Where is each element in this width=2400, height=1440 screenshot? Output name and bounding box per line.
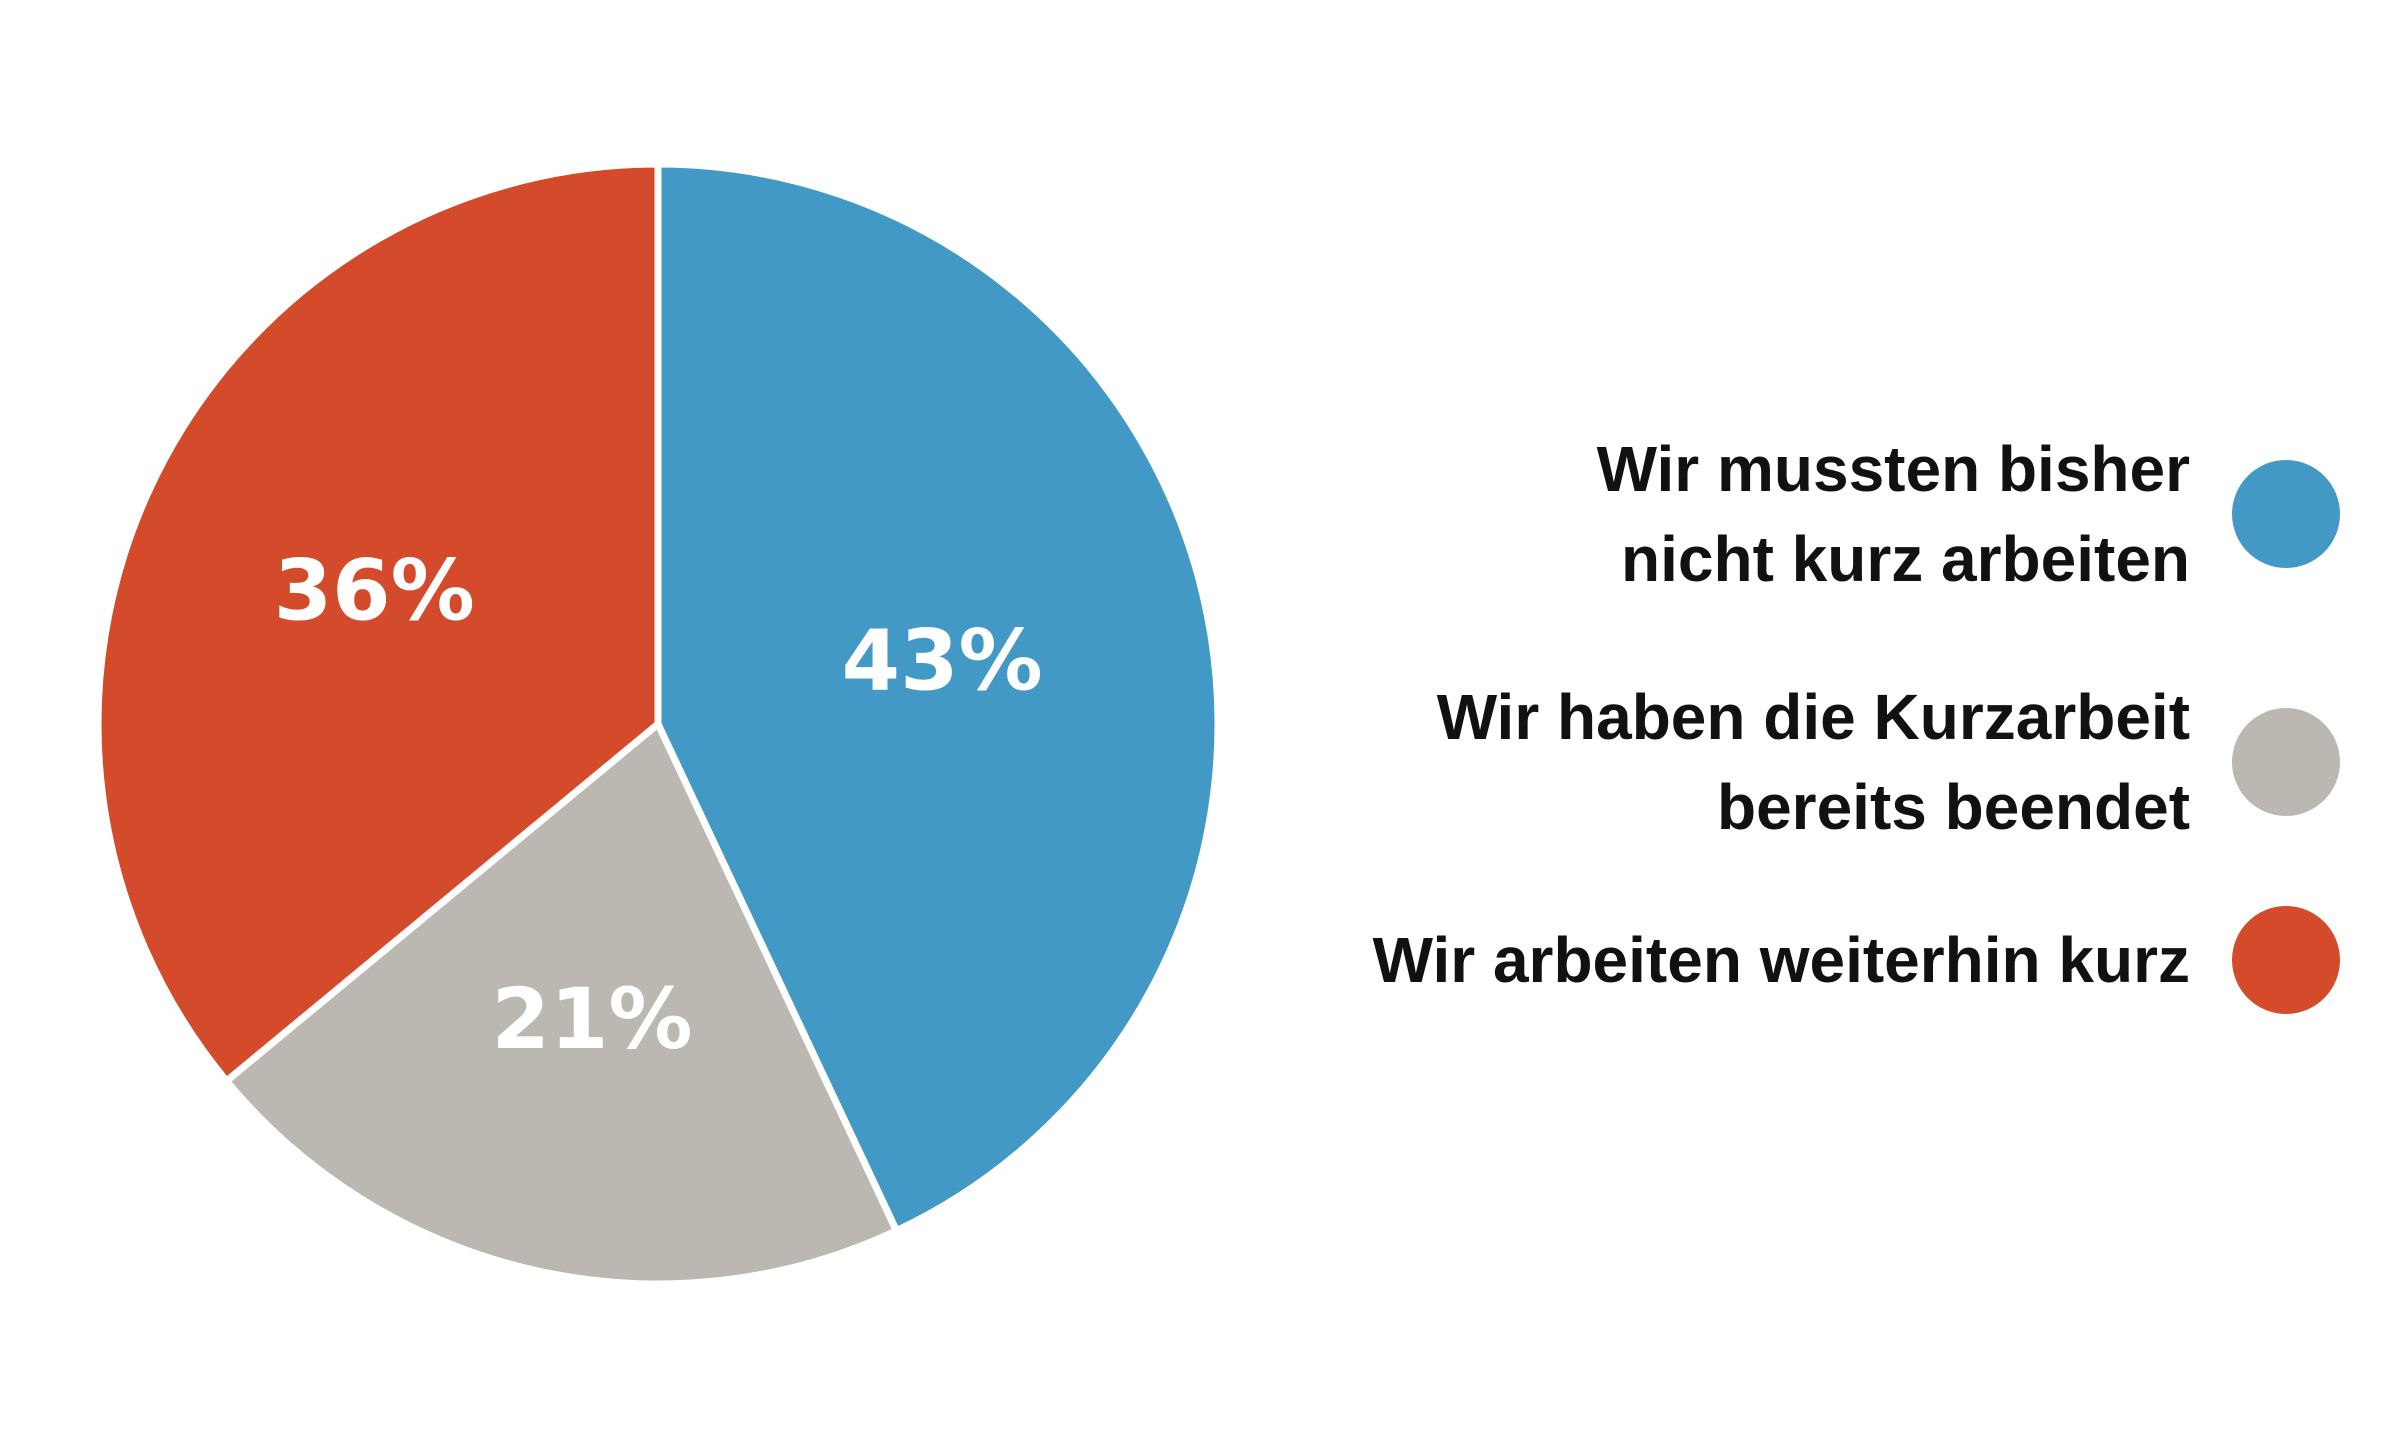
legend-label-continuing: Wir arbeiten weiterhin kurz — [1372, 924, 2190, 996]
pie-slice-not-short-time — [654, 160, 1222, 1235]
legend-label-ended: Wir haben die Kurzarbeit bereits beendet — [1436, 681, 2190, 843]
pie-label-43: 43% — [842, 611, 1043, 709]
pie-slices — [94, 160, 1222, 1288]
pie-value-labels: 43% 21% 36% — [274, 541, 1043, 1068]
legend-swatch-gray — [2232, 708, 2340, 816]
legend-swatch-blue — [2232, 460, 2340, 568]
legend-label-not-short-time: Wir mussten bisher nicht kurz arbeiten — [1596, 433, 2190, 595]
pie-label-21: 21% — [492, 970, 693, 1068]
pie-slice-continuing — [94, 160, 662, 1085]
legend-item-ended: Wir haben die Kurzarbeit bereits beendet — [1437, 672, 2340, 852]
legend: Wir mussten bisher nicht kurz arbeiten W… — [1300, 0, 2400, 1440]
legend-item-not-short-time: Wir mussten bisher nicht kurz arbeiten — [1597, 424, 2340, 604]
legend-item-continuing: Wir arbeiten weiterhin kurz — [1373, 906, 2340, 1014]
pie-slice-ended — [223, 720, 900, 1288]
pie-label-36: 36% — [274, 541, 475, 639]
legend-swatch-red — [2232, 906, 2340, 1014]
